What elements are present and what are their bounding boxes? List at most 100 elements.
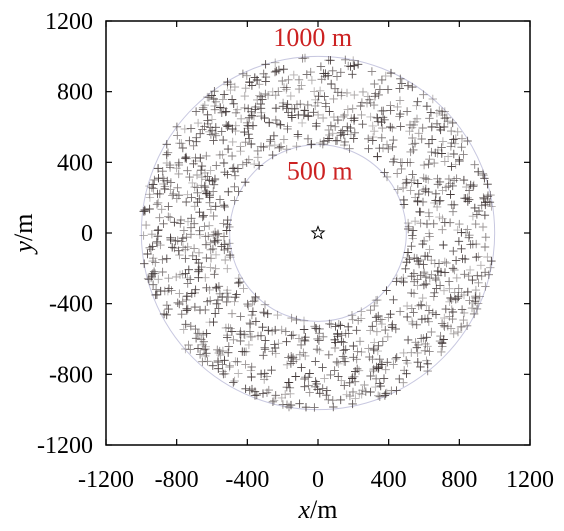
scatter-point [255,91,264,100]
scatter-point [446,142,456,151]
scatter-point [173,131,182,140]
scatter-point [343,126,352,136]
scatter-point [326,121,336,130]
scatter-point [198,212,207,222]
scatter-point [271,391,280,400]
scatter-point [328,66,337,75]
scatter-point [315,346,324,355]
scatter-point [399,195,408,205]
scatter-point [375,355,384,364]
ring-label-1000: 1000 m [273,23,352,52]
scatter-point [178,243,188,252]
scatter-point [227,95,237,104]
scatter-point [210,129,220,138]
scatter-point [371,382,380,392]
scatter-point [422,333,431,342]
scatter-point [391,354,400,364]
scatter-point [376,315,385,324]
scatter-point [194,267,203,276]
scatter-point [258,323,267,332]
scatter-point [193,188,202,197]
scatter-point [241,178,250,187]
scatter-point [334,359,343,368]
scatter-point [204,232,213,241]
scatter-point [191,107,201,116]
scatter-point [170,218,179,227]
scatter-point [427,123,436,132]
scatter-point [265,118,274,127]
scatter-point [235,277,245,287]
scatter-point [187,193,196,202]
scatter-point [333,115,343,125]
scatter-point [272,66,281,76]
ring-circle-500 [229,144,407,322]
scatter-point [408,82,417,92]
scatter-point [435,196,444,206]
scatter-point [450,139,460,148]
scatter-point [206,245,215,254]
scatter-point [166,185,175,194]
scatter-point [282,383,291,392]
scatter-point [468,240,477,249]
x-tick-label: -800 [155,467,199,493]
scatter-point [305,369,314,378]
scatter-point [214,348,223,358]
scatter-point [160,184,169,194]
scatter-point [234,369,243,378]
scatter-point [439,122,449,132]
scatter-point [402,369,411,378]
scatter-point [413,97,422,106]
scatter-point [360,380,369,390]
scatter-point [341,55,350,64]
scatter-point [287,113,297,122]
scatter-point [480,242,490,252]
scatter-point [229,99,238,108]
scatter-point [326,370,335,380]
scatter-point [448,118,457,128]
scatter-point [381,389,390,398]
scatter-points [139,53,496,412]
scatter-point [197,161,207,171]
scatter-point [433,149,442,158]
scatter-point [173,298,182,307]
ring-circle-1000 [140,55,496,411]
scatter-point [337,88,346,97]
x-tick-label: -400 [225,467,269,493]
scatter-point [459,150,468,159]
scatter-point [351,394,360,403]
scatter-point [294,84,304,94]
scatter-point [211,309,220,318]
scatter-point [331,136,341,145]
scatter-point [357,307,366,316]
scatter-point [463,136,472,146]
scatter-point [241,347,251,356]
scatter-point [341,329,350,338]
scatter-point [402,175,411,184]
scatter-point [299,110,308,120]
scatter-point [199,211,208,220]
scatter-point [219,158,229,168]
scatter-point [167,286,176,295]
scatter-point [485,198,495,207]
scatter-point [269,396,279,405]
scatter-point [249,112,259,121]
scatter-point [225,361,234,370]
scatter-point [361,387,370,396]
scatter-point [181,245,190,254]
scatter-point [224,348,233,357]
scatter-point [427,327,436,337]
scatter-point [457,288,466,297]
scatter-point [231,126,240,136]
scatter-point [330,343,340,353]
scatter-point [310,382,320,391]
scatter-point [270,67,280,77]
scatter-point [389,135,398,145]
scatter-point [483,192,493,201]
scatter-point [366,112,375,122]
scatter-point [403,81,413,90]
scatter-point [203,92,212,102]
scatter-point [186,230,196,239]
scatter-point [487,256,496,266]
scatter-point [238,69,248,78]
scatter-point [164,304,173,314]
